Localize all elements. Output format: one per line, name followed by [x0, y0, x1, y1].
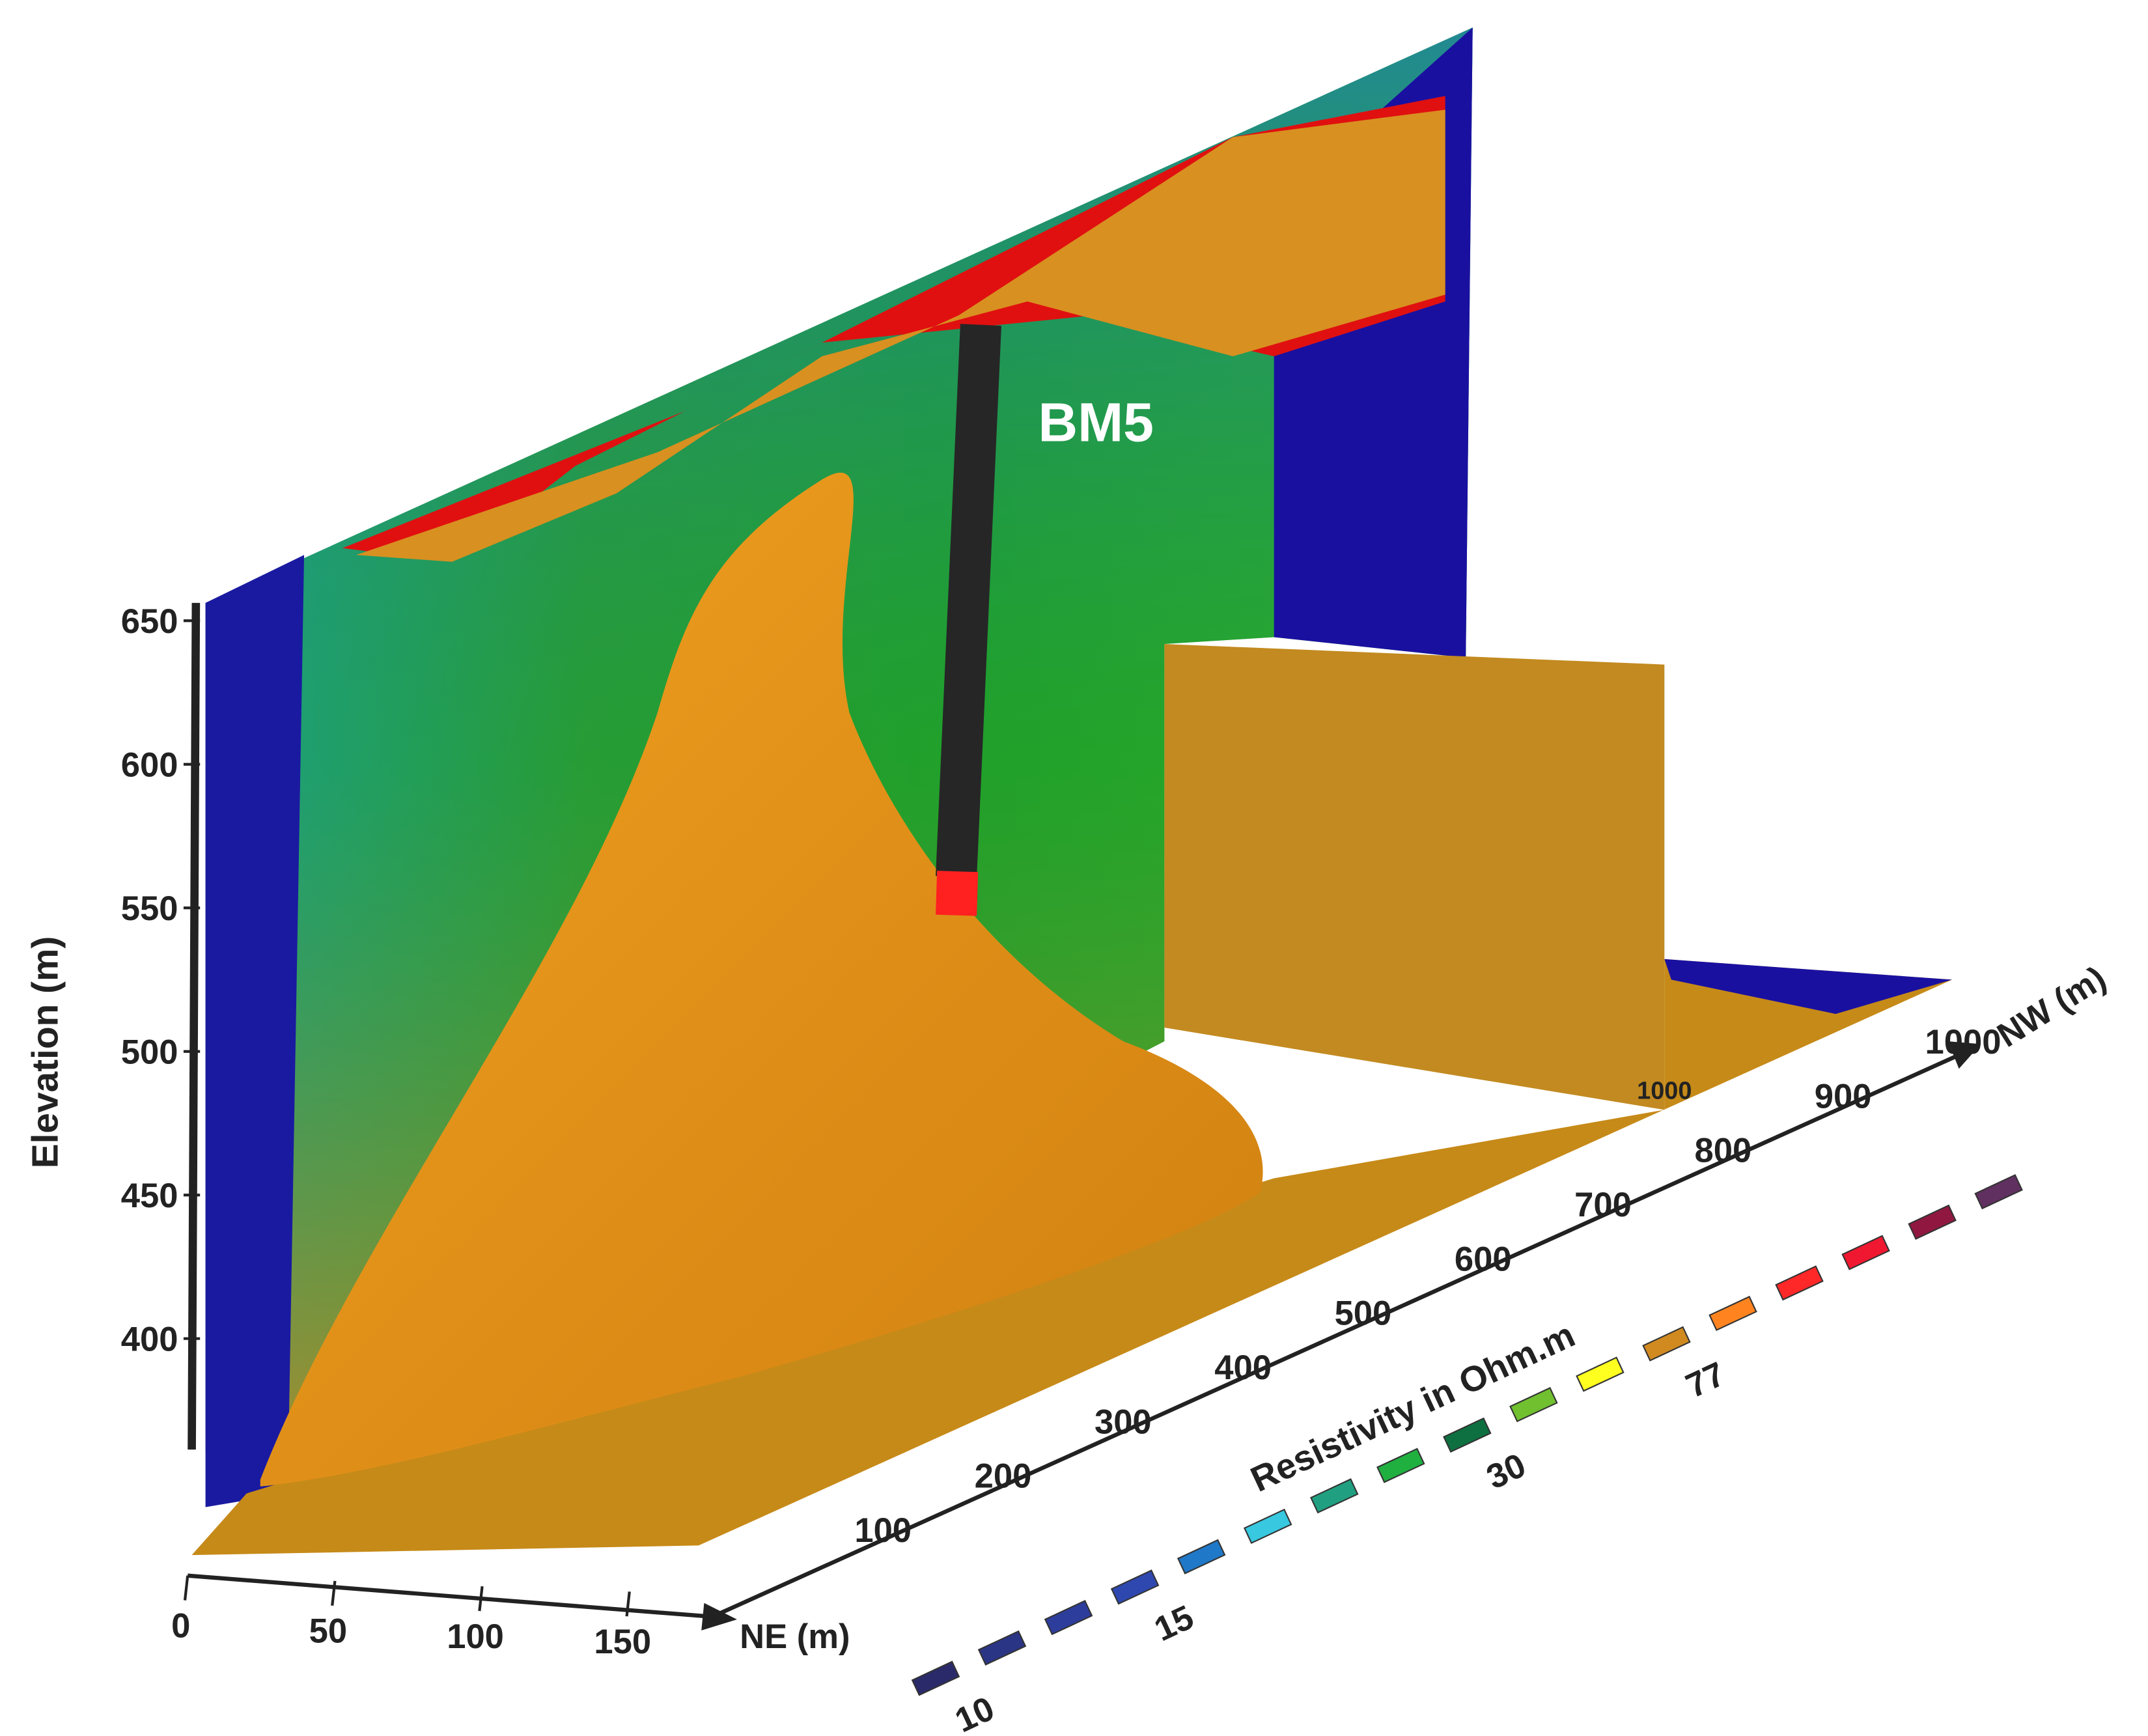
borehole-tip [936, 871, 979, 916]
ne-tick-label: 150 [594, 1623, 651, 1661]
legend-swatch [911, 1660, 960, 1696]
ne-tick-label: 0 [171, 1606, 190, 1645]
legend-label: 77 [1680, 1354, 1731, 1405]
nw-axis-title: NW (m) [1990, 959, 2112, 1055]
nw-tick-label: 600 [1455, 1240, 1512, 1278]
legend-swatch [1642, 1326, 1691, 1362]
ne-axis-line [187, 1573, 713, 1619]
legend-swatch [1974, 1174, 2023, 1210]
elevation-axis-title: Elevation (m) [25, 936, 66, 1169]
top-band-orange [356, 109, 1445, 562]
nw-tick-label: 1000 [1925, 1023, 2001, 1061]
legend-label: 10 [949, 1689, 1000, 1736]
nw-tick-label: 500 [1335, 1295, 1392, 1333]
elevation-tick-label: 450 [121, 1177, 178, 1215]
legend-swatch [1110, 1569, 1160, 1605]
legend-label: 15 [1149, 1598, 1199, 1649]
nw-tick-label: 100 [854, 1511, 912, 1550]
ne-tick [183, 1575, 189, 1601]
resistive-body [260, 472, 1263, 1487]
legend-swatch [1576, 1356, 1625, 1392]
nw-axis-line [711, 1053, 1960, 1619]
nw-tick-label: 700 [1574, 1186, 1632, 1224]
nw-floor-label: 1000 [1637, 1078, 1692, 1105]
ne-tick [331, 1580, 337, 1606]
nw-tick-label: 400 [1214, 1349, 1272, 1387]
ne-tick [625, 1591, 631, 1617]
elevation-tick-label: 550 [121, 889, 178, 928]
legend-label: 30 [1481, 1446, 1531, 1496]
ne-axis-arrow [701, 1603, 737, 1631]
legend-swatch [1841, 1235, 1890, 1270]
legend-swatch [1044, 1600, 1093, 1636]
legend-swatch [1709, 1295, 1757, 1332]
nw-tick-label: 300 [1095, 1403, 1152, 1441]
ne-tick-label: 50 [309, 1612, 347, 1651]
legend-swatch [977, 1630, 1027, 1666]
legend-swatch [1908, 1204, 1957, 1240]
legend-swatch [1310, 1478, 1359, 1514]
ne-tick [478, 1586, 484, 1612]
legend-swatch [1376, 1448, 1425, 1483]
borehole [936, 324, 1001, 878]
nw-tick-label: 200 [975, 1457, 1032, 1496]
legend-swatch [1243, 1508, 1292, 1545]
elevation-tick-label: 600 [121, 746, 178, 785]
nw-tick-label: 900 [1815, 1077, 1872, 1115]
legend-swatch [1775, 1265, 1824, 1301]
legend-swatch [1443, 1417, 1492, 1453]
elevation-axis-line [188, 602, 201, 1450]
elevation-tick-label: 500 [121, 1033, 178, 1072]
nw-axis-arrow [1947, 1041, 1981, 1069]
borehole-label: BM5 [1038, 392, 1154, 453]
legend-swatch [1177, 1539, 1226, 1575]
model-block: BM5 [191, 27, 1953, 1556]
elevation-tick-label: 650 [121, 602, 178, 641]
right-panel [1164, 644, 1665, 1110]
nw-tick-label: 800 [1694, 1132, 1751, 1170]
ne-axis-title: NE (m) [740, 1617, 850, 1656]
ne-tick-label: 100 [447, 1617, 504, 1656]
floor-edge [1664, 959, 1953, 1015]
left-strip [205, 555, 305, 1507]
elevation-tick-label: 400 [121, 1321, 178, 1359]
legend-swatch [1509, 1387, 1558, 1423]
